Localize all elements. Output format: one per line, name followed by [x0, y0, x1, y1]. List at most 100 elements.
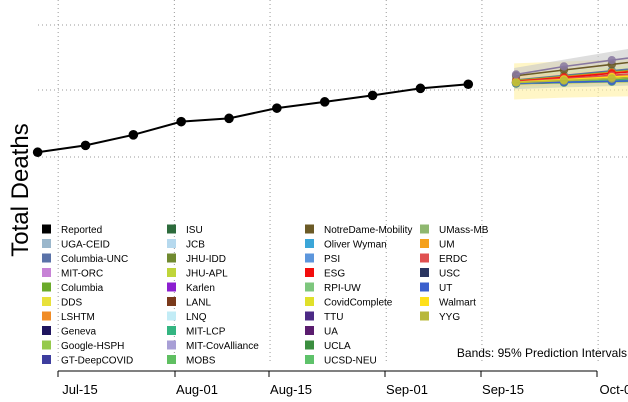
legend-swatch — [305, 340, 314, 350]
forecast-point — [607, 55, 616, 65]
legend-swatch — [167, 224, 176, 234]
reported-point — [319, 97, 330, 107]
forecast-point — [511, 70, 521, 79]
legend-label: Columbia-UNC — [61, 254, 128, 265]
forecast-point — [607, 74, 616, 83]
legend-swatch — [167, 340, 176, 350]
reported-point — [415, 83, 426, 94]
legend-label: Columbia — [61, 283, 104, 294]
legend-swatch — [42, 326, 51, 335]
legend-label: UCSD-NEU — [324, 355, 377, 366]
reported-point — [80, 140, 91, 151]
legend-swatch — [42, 282, 51, 292]
bands-note: Bands: 95% Prediction Intervals — [457, 346, 627, 360]
legend-label: Walmart — [439, 297, 476, 308]
reported-point — [32, 147, 43, 158]
legend-swatch — [42, 239, 51, 248]
legend-label: Karlen — [186, 283, 215, 294]
reported-point — [272, 103, 282, 113]
y-axis-title: Total Deaths — [7, 123, 34, 256]
legend-label: PSI — [324, 254, 340, 265]
legend-label: DDS — [61, 297, 82, 308]
legend-swatch — [305, 253, 314, 263]
reported-point — [128, 130, 139, 140]
legend-label: TTU — [324, 312, 343, 323]
legend-label: MIT-CovAlliance — [186, 341, 259, 352]
legend-swatch — [42, 253, 51, 263]
legend-label: UCLA — [324, 341, 351, 352]
x-axis: Jul-15 Aug-01 Aug-15 Sep-01 Sep-15 Oct-01 — [57, 370, 628, 397]
forecast-line — [516, 71, 628, 83]
reported-point — [224, 113, 234, 124]
legend-label: LSHTM — [61, 312, 95, 323]
legend-swatch — [305, 224, 314, 234]
legend-swatch — [420, 311, 429, 321]
legend-label: Oliver Wyman — [324, 239, 387, 250]
forecast-line — [516, 80, 628, 84]
legend-label: Reported — [61, 225, 102, 236]
forecast-line — [516, 77, 628, 84]
legend-swatch — [305, 355, 314, 364]
legend-swatch — [167, 297, 176, 306]
legend-label: JHU-IDD — [186, 254, 226, 265]
legend-swatch — [42, 355, 51, 364]
legend-swatch — [420, 239, 429, 248]
legend-swatch — [420, 282, 429, 292]
legend-label: NotreDame-Mobility — [324, 225, 412, 236]
x-tick-label: Aug-01 — [176, 382, 218, 397]
legend-swatch — [42, 268, 51, 277]
legend-label: GT-DeepCOVID — [61, 355, 133, 366]
legend-label: UA — [324, 326, 338, 337]
legend-swatch — [167, 268, 176, 277]
legend-label: MIT-ORC — [61, 268, 103, 279]
legend-label: CovidComplete — [324, 297, 393, 308]
forecast-point — [511, 78, 521, 87]
legend-swatch — [167, 311, 176, 321]
legend-swatch — [42, 297, 51, 306]
legend-swatch — [305, 282, 314, 292]
legend-swatch — [167, 282, 176, 292]
legend-label: ERDC — [439, 254, 467, 265]
legend-label: ISU — [186, 225, 203, 236]
x-tick-label: Sep-15 — [482, 382, 524, 397]
legend-label: Geneva — [61, 326, 96, 337]
legend-swatch — [305, 326, 314, 335]
legend-swatch — [420, 268, 429, 277]
legend-swatch — [420, 253, 429, 263]
legend-swatch — [42, 224, 51, 234]
x-tick-label: Aug-15 — [270, 382, 312, 397]
legend-label: YYG — [439, 312, 460, 323]
reported-point — [176, 116, 186, 127]
legend-label: UGA-CEID — [61, 239, 110, 250]
legend-swatch — [305, 297, 314, 306]
legend-swatch — [42, 311, 51, 321]
legend-swatch — [167, 253, 176, 263]
legend-swatch — [305, 268, 314, 277]
reported-series — [32, 79, 474, 158]
x-tick-label: Jul-15 — [62, 382, 97, 397]
legend-label: UM — [439, 239, 455, 250]
legend: Reported UGA-CEID Columbia-UNC MIT-ORC Colum… — [42, 224, 489, 366]
legend-label: LANL — [186, 297, 211, 308]
legend-label: RPI-UW — [324, 283, 361, 294]
legend-label: ESG — [324, 268, 345, 279]
reported-point — [463, 79, 474, 90]
legend-swatch — [420, 224, 429, 234]
legend-swatch — [167, 326, 176, 335]
legend-label: JHU-APL — [186, 268, 228, 279]
legend-swatch — [42, 340, 51, 350]
x-tick-label: Sep-01 — [386, 382, 428, 397]
legend-swatch — [167, 355, 176, 364]
legend-swatch — [305, 311, 314, 321]
legend-swatch — [167, 239, 176, 248]
legend-label: MOBS — [186, 355, 216, 366]
legend-label: UMass-MB — [439, 225, 489, 236]
legend-label: UT — [439, 283, 452, 294]
forecast-point — [559, 62, 569, 71]
forecast-point — [559, 76, 569, 85]
x-tick-label: Oct-01 — [599, 382, 628, 397]
legend-label: USC — [439, 268, 460, 279]
legend-label: MIT-LCP — [186, 326, 226, 337]
forecast-series — [511, 55, 628, 88]
